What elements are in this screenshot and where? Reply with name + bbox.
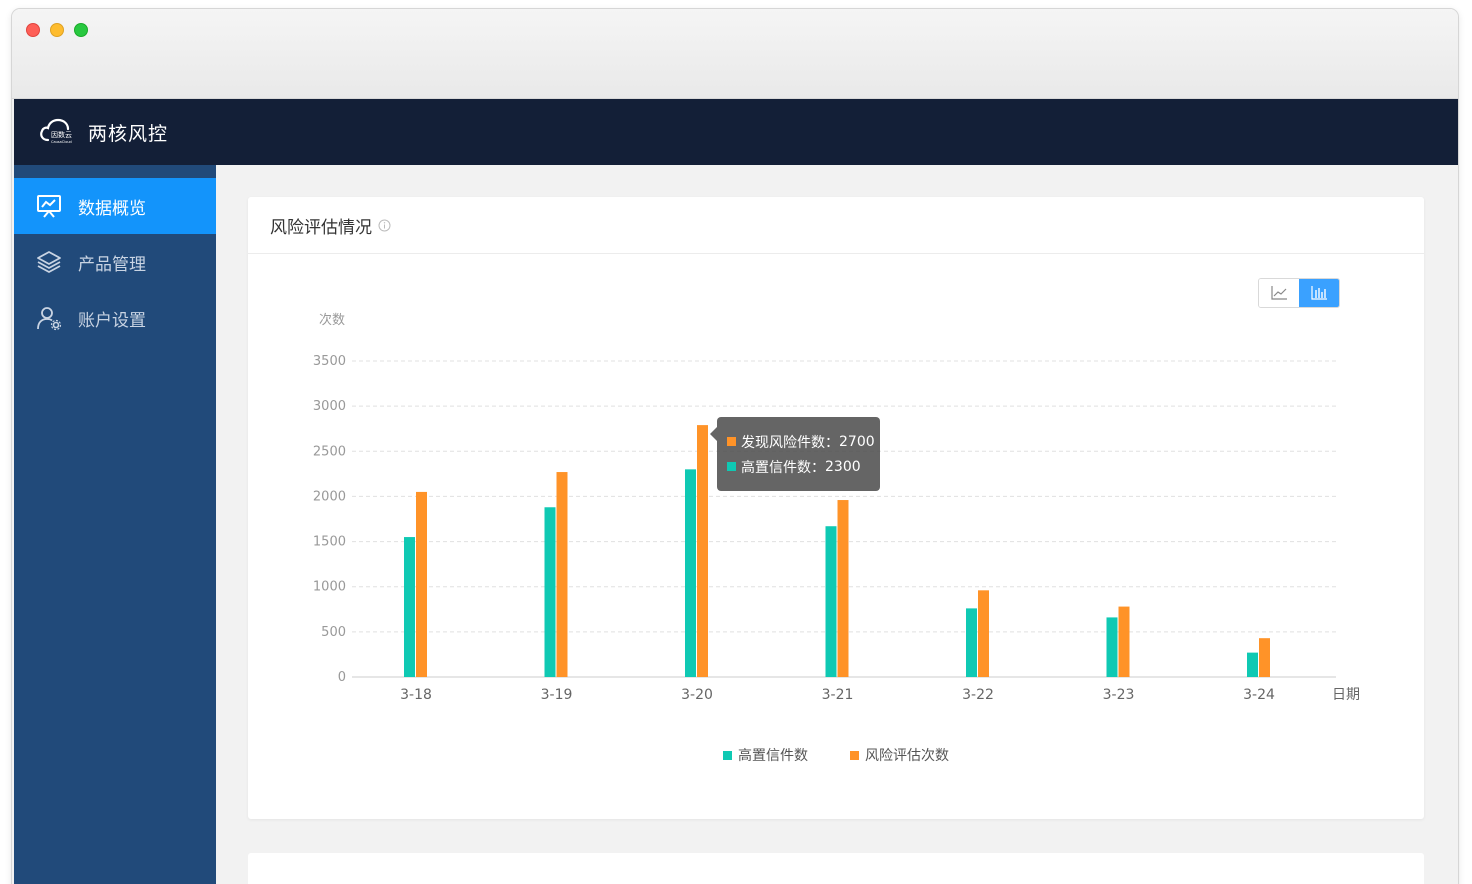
app-header: 因数云 CausaCloud 两核风控 [14, 99, 1458, 165]
main-content: 风险评估情况 [216, 165, 1458, 884]
bar [1259, 638, 1270, 677]
legend-swatch [723, 750, 732, 760]
line-chart-toggle-button[interactable] [1259, 279, 1299, 307]
sidebar-item-account-settings[interactable]: 账户设置 [14, 290, 216, 346]
bar [825, 526, 837, 677]
tooltip-label: 高置信件数 [741, 459, 811, 476]
x-tick-label: 3-21 [822, 687, 854, 703]
x-tick-label: 3-19 [541, 687, 573, 703]
tooltip-label: 发现风险件数 [741, 434, 825, 451]
bar [685, 469, 696, 677]
y-tick-label: 3500 [313, 354, 346, 369]
presentation-chart-icon [36, 193, 62, 219]
tooltip-swatch [727, 462, 736, 471]
card-header: 风险评估情况 [248, 197, 1424, 254]
y-axis-label: 次数 [319, 312, 345, 328]
bar [978, 590, 989, 677]
y-tick-label: 2000 [313, 489, 346, 504]
app-title: 两核风控 [88, 122, 169, 145]
sidebar: 数据概览 产品管理 账户设置 [14, 165, 216, 884]
bar [837, 500, 849, 677]
bar-chart-icon [1311, 286, 1327, 300]
chart-type-toggle [1258, 278, 1340, 308]
bar-chart-toggle-button[interactable] [1299, 279, 1339, 307]
y-tick-label: 1000 [313, 580, 346, 595]
window-titlebar [12, 9, 1458, 99]
sidebar-item-label: 产品管理 [78, 254, 146, 275]
tooltip-separator: ： [811, 459, 825, 476]
logo-text: 因数云 [51, 130, 72, 139]
legend-swatch [850, 750, 859, 760]
y-tick-label: 1500 [313, 535, 346, 550]
tooltip-separator: ： [825, 434, 839, 451]
logo-subtext: CausaCloud [51, 140, 72, 144]
legend-item-high-confidence[interactable]: 高置信件数 [723, 745, 808, 765]
bar [966, 608, 977, 677]
maximize-window-button[interactable] [74, 23, 88, 37]
x-tick-label: 3-23 [1103, 687, 1135, 703]
tooltip-swatch [727, 437, 736, 446]
x-tick-label: 3-18 [400, 687, 432, 703]
x-tick-label: 3-24 [1243, 687, 1275, 703]
bar [1118, 606, 1130, 677]
sidebar-item-label: 数据概览 [78, 198, 146, 219]
y-tick-label: 2500 [313, 444, 346, 459]
bar [416, 491, 427, 677]
x-tick-label: 3-20 [681, 687, 713, 703]
tooltip-row-risk: 发现风险件数 ： 2700 [727, 429, 880, 454]
sidebar-item-label: 账户设置 [78, 310, 146, 331]
sidebar-item-data-overview[interactable]: 数据概览 [14, 178, 216, 234]
cloud-logo-icon[interactable]: 因数云 CausaCloud [38, 116, 80, 148]
close-window-button[interactable] [26, 23, 40, 37]
tooltip-value: 2300 [825, 458, 861, 475]
browser-window: 因数云 CausaCloud 两核风控 数据概览 [12, 9, 1458, 884]
legend-label: 风险评估次数 [865, 748, 949, 764]
bar [1106, 617, 1118, 677]
y-tick-label: 0 [338, 670, 346, 685]
bar [556, 472, 568, 677]
user-settings-icon [36, 305, 62, 331]
sidebar-item-product-management[interactable]: 产品管理 [14, 234, 216, 290]
x-tick-label: 3-22 [962, 687, 994, 703]
chart-legend: 高置信件数 风险评估次数 [248, 745, 1424, 765]
bar [697, 425, 708, 677]
bar [1247, 652, 1258, 677]
tooltip-row-high-confidence: 高置信件数 ： 2300 [727, 454, 880, 479]
bar [544, 507, 556, 677]
secondary-card [248, 853, 1424, 884]
y-tick-label: 3000 [313, 399, 346, 414]
chart-tooltip: 发现风险件数 ： 2700 高置信件数 ： 2300 [710, 417, 880, 491]
legend-item-risk-assessment[interactable]: 风险评估次数 [850, 745, 949, 765]
card-title: 风险评估情况 [270, 217, 372, 238]
layers-icon [36, 249, 62, 275]
x-axis-label: 日期 [1332, 687, 1360, 703]
info-icon[interactable] [378, 219, 391, 232]
bar [404, 537, 415, 677]
minimize-window-button[interactable] [50, 23, 64, 37]
risk-bar-chart: 次数 0 500 1000 1500 2000 2500 3000 3500 3-18 3-19 3-… [313, 312, 1360, 703]
tooltip-value: 2700 [839, 433, 875, 450]
legend-label: 高置信件数 [738, 748, 808, 764]
line-chart-icon [1271, 286, 1287, 300]
risk-assessment-card: 风险评估情况 [248, 197, 1424, 819]
y-tick-label: 500 [321, 625, 346, 640]
